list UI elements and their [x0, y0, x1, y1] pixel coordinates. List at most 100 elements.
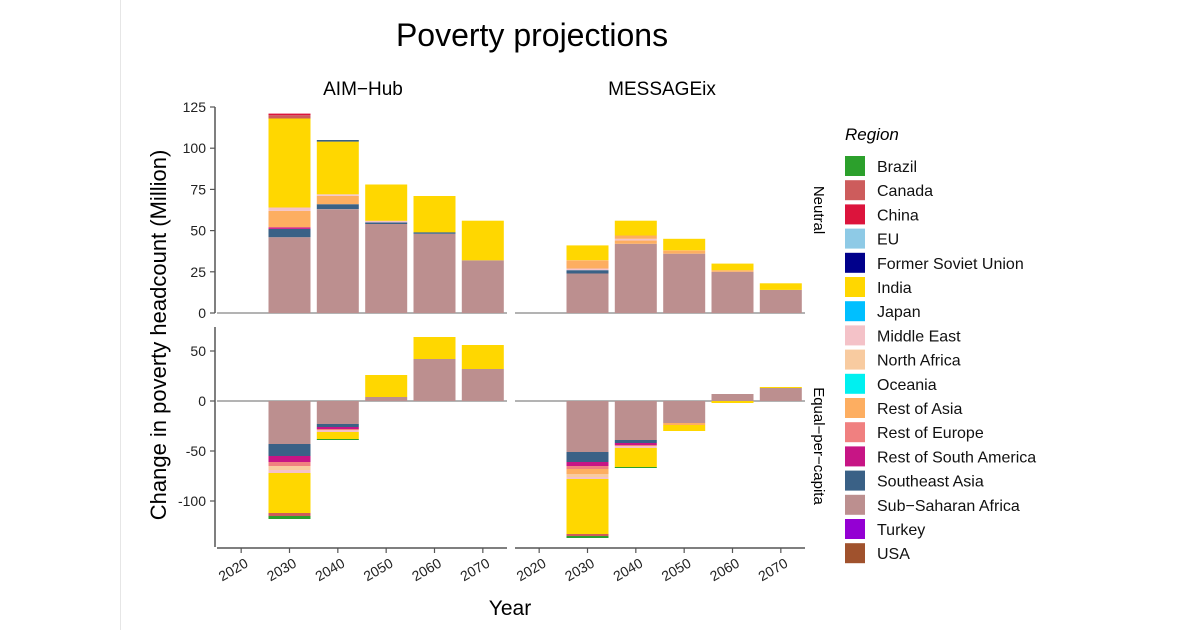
bar-segment-middle-east-2030 — [268, 470, 311, 473]
legend-label: Japan — [877, 304, 921, 321]
legend-label: Turkey — [877, 522, 925, 539]
bar-segment-rest-of-asia-2050 — [663, 423, 706, 425]
bar-segment-india-2030 — [268, 473, 311, 513]
bar-segment-rest-of-south-america-2040 — [614, 443, 657, 445]
bar-segment-middle-east-2040 — [614, 446, 657, 448]
y-tick-label: -50 — [186, 443, 206, 459]
bar-segment-rest-of-asia-2050 — [663, 250, 706, 254]
y-tick-label: 125 — [183, 99, 207, 115]
facet-strip-equal-per-capita: Equal−per−capita — [810, 387, 827, 505]
legend-label: Oceania — [877, 377, 937, 394]
bar-segment-southeast-asia-2040 — [316, 140, 359, 142]
bar-segment-middle-east-2040 — [614, 238, 657, 241]
x-axis-messageix: 2020 2030 2040 2050 2060 2070 — [514, 547, 805, 585]
bar-segment-southeast-asia-2030 — [566, 452, 609, 462]
chart-title: Poverty projections — [396, 17, 668, 53]
page-left-border — [120, 0, 121, 630]
y-tick-label: 25 — [190, 264, 206, 280]
bar-segment-india-2070 — [461, 345, 504, 369]
bar-segment-india-2060 — [711, 401, 754, 403]
bar-segment-sub-saharan-africa-2050 — [365, 224, 408, 313]
bar-segment-sub-saharan-africa-2040 — [614, 243, 657, 313]
bar-segment-sub-saharan-africa-2030 — [268, 401, 311, 444]
legend-swatch — [845, 446, 865, 467]
bar-segment-india-2070 — [461, 220, 504, 261]
legend-swatch — [845, 519, 865, 539]
bar-segment-southeast-asia-2040 — [316, 424, 359, 427]
bar-segment-rest-of-south-america-2030 — [268, 227, 311, 229]
bar-segment-southeast-asia-2060 — [413, 232, 456, 234]
legend-swatch — [845, 470, 865, 491]
bar-segment-india-2040 — [316, 141, 359, 195]
x-tick-label-2040: 2040 — [610, 555, 645, 585]
bar-segment-canada-2030 — [566, 534, 609, 536]
bar-segment-sub-saharan-africa-2060 — [711, 394, 754, 401]
bar-segment-sub-saharan-africa-2070 — [759, 289, 802, 313]
legend-swatch — [845, 325, 865, 346]
x-axis-label: Year — [489, 597, 531, 620]
legend-item-india: India — [845, 277, 912, 297]
y-tick-label: -100 — [178, 493, 206, 509]
bar-segment-sub-saharan-africa-2060 — [711, 271, 754, 313]
bar-segment-brazil-2040 — [316, 439, 359, 440]
legend-label: Sub−Saharan Africa — [877, 498, 1020, 515]
bar-segment-middle-east-2030 — [566, 268, 609, 271]
bar-segment-india-2050 — [663, 425, 706, 431]
bar-segment-india-2040 — [614, 220, 657, 236]
bar-segment-india-2040 — [614, 448, 657, 467]
bar-segment-rest-of-asia-2030 — [566, 260, 609, 269]
legend-label: Former Soviet Union — [877, 256, 1024, 273]
bar-segment-southeast-asia-2030 — [268, 229, 311, 238]
bar-segment-india-2030 — [566, 245, 609, 261]
bar-segment-brazil-2040 — [614, 467, 657, 468]
bar-segment-india-2070 — [759, 283, 802, 290]
bar-segment-sub-saharan-africa-2050 — [663, 253, 706, 313]
legend-label: Rest of Europe — [877, 425, 984, 442]
legend-label: Southeast Asia — [877, 474, 984, 491]
legend-swatch — [845, 277, 865, 297]
bar-segment-rest-of-europe-2030 — [268, 462, 311, 466]
bar-segment-sub-saharan-africa-2050 — [365, 397, 408, 401]
legend-item-rest-of-south-america: Rest of South America — [845, 446, 1036, 467]
bar-segment-southeast-asia-2030 — [268, 444, 311, 456]
y-axis-neutral: 0 25 50 75 100 125 — [183, 99, 216, 321]
legend-swatch — [845, 228, 865, 249]
legend-item-rest-of-europe: Rest of Europe — [845, 422, 984, 443]
bar-segment-sub-saharan-africa-2040 — [614, 401, 657, 440]
facet-strip-neutral: Neutral — [810, 186, 827, 234]
bar-segment-middle-east-2040 — [316, 194, 359, 196]
bar-segment-middle-east-2040 — [316, 430, 359, 432]
legend-item-north-africa: North Africa — [845, 349, 961, 370]
bar-segment-sub-saharan-africa-2070 — [461, 260, 504, 313]
y-tick-label: 0 — [198, 393, 206, 409]
x-axis-aim-hub: 2020 2030 2040 2050 2060 2070 — [216, 547, 507, 585]
bar-segment-middle-east-2030 — [566, 477, 609, 479]
x-tick-label-2070: 2070 — [755, 555, 790, 585]
x-tick-label-2050: 2050 — [659, 555, 694, 585]
bar-segment-southeast-asia-2050 — [365, 222, 408, 224]
legend-item-southeast-asia: Southeast Asia — [845, 470, 984, 491]
legend-label: USA — [877, 546, 910, 563]
legend-item-usa: USA — [845, 543, 910, 564]
bar-segment-rest-of-europe-2030 — [566, 466, 609, 469]
bar-segment-rest-of-asia-2040 — [316, 196, 359, 205]
legend-swatch — [845, 398, 865, 418]
bar-segment-sub-saharan-africa-2040 — [316, 401, 359, 424]
legend-label: Canada — [877, 183, 933, 200]
legend-swatch — [845, 301, 865, 322]
x-tick-label-2030: 2030 — [264, 555, 299, 585]
x-tick-label-2060: 2060 — [707, 555, 742, 585]
legend-label: Middle East — [877, 328, 961, 345]
y-tick-label: 0 — [198, 305, 206, 321]
bar-segment-rest-of-south-america-2030 — [566, 462, 609, 466]
x-tick-label-2070: 2070 — [457, 555, 492, 585]
bar-segment-southeast-asia-2040 — [614, 440, 657, 443]
legend-label: Rest of South America — [877, 449, 1036, 466]
bar-segment-sub-saharan-africa-2050 — [663, 401, 706, 423]
bar-segment-rest-of-asia-2030 — [268, 210, 311, 228]
legend-item-eu: EU — [845, 228, 899, 249]
y-axis-equal-per-capita: -100 -50 0 50 — [178, 327, 216, 547]
legend-label: Rest of Asia — [877, 401, 962, 418]
legend-swatch — [845, 494, 865, 515]
